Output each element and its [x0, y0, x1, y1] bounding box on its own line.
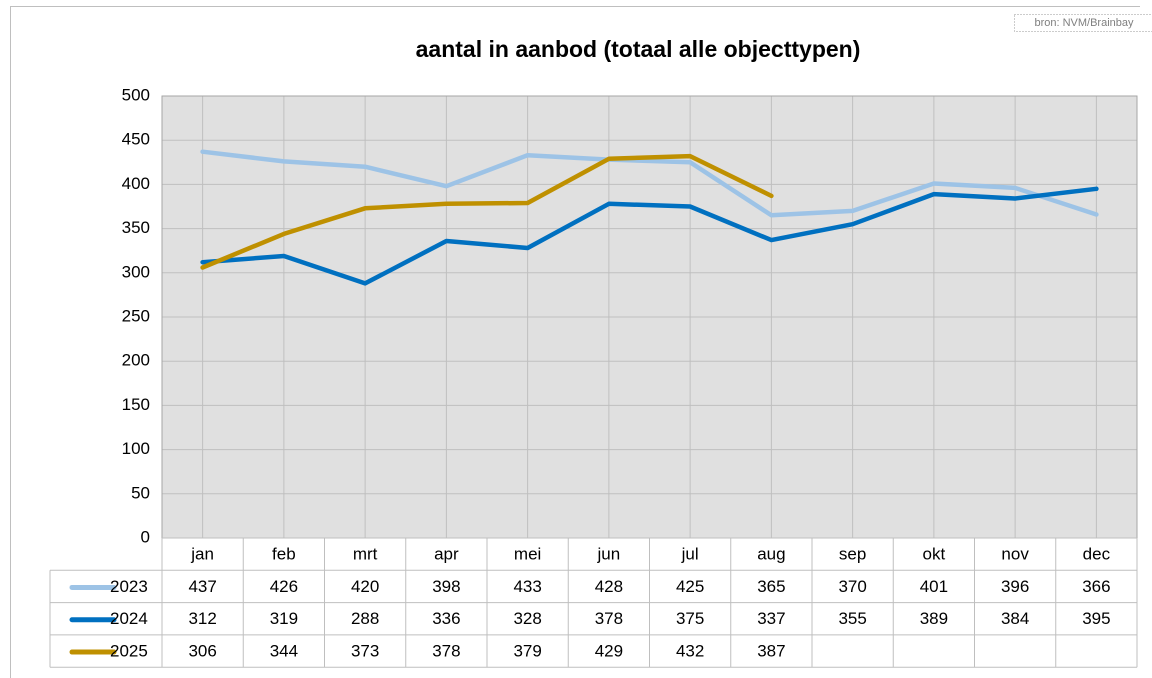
table-value: 437 — [188, 577, 216, 596]
table-value: 428 — [595, 577, 623, 596]
table-value: 432 — [676, 642, 704, 661]
x-tick-label: jun — [597, 545, 621, 564]
table-value: 420 — [351, 577, 379, 596]
y-tick-label: 250 — [122, 306, 150, 325]
y-tick-label: 350 — [122, 218, 150, 237]
table-value: 337 — [757, 609, 785, 628]
table-value: 395 — [1082, 609, 1110, 628]
source-box — [1014, 14, 1152, 32]
table-value: 433 — [513, 577, 541, 596]
legend-label: 2025 — [110, 642, 148, 661]
table-value: 387 — [757, 642, 785, 661]
table-value: 378 — [595, 609, 623, 628]
y-tick-label: 150 — [122, 395, 150, 414]
table-value: 288 — [351, 609, 379, 628]
table-value: 344 — [270, 642, 298, 661]
y-tick-label: 400 — [122, 174, 150, 193]
table-value: 355 — [838, 609, 866, 628]
x-tick-label: jan — [190, 545, 214, 564]
table-value: 312 — [188, 609, 216, 628]
table-value: 396 — [1001, 577, 1029, 596]
series-line — [200, 186, 1099, 286]
table-value: 306 — [188, 642, 216, 661]
source-note: bron: NVM/Brainbay — [1034, 17, 1134, 29]
legend-label: 2023 — [110, 577, 148, 596]
table-value: 373 — [351, 642, 379, 661]
table-value: 426 — [270, 577, 298, 596]
x-tick-label: feb — [272, 545, 296, 564]
y-tick-label: 100 — [122, 439, 150, 458]
table-value: 336 — [432, 609, 460, 628]
x-tick-label: aug — [757, 545, 785, 564]
table-value: 319 — [270, 609, 298, 628]
x-tick-label: okt — [923, 545, 946, 564]
table-value: 366 — [1082, 577, 1110, 596]
y-tick-label: 50 — [131, 483, 150, 502]
table-value: 425 — [676, 577, 704, 596]
legend-label: 2024 — [110, 609, 148, 628]
table-value: 328 — [513, 609, 541, 628]
y-tick-label: 200 — [122, 351, 150, 370]
table-value: 384 — [1001, 609, 1029, 628]
series-line — [200, 149, 1099, 218]
table-value: 401 — [920, 577, 948, 596]
x-tick-label: apr — [434, 545, 459, 564]
y-tick-label: 500 — [122, 85, 150, 104]
y-tick-label: 450 — [122, 130, 150, 149]
y-tick-label: 300 — [122, 262, 150, 281]
x-tick-label: sep — [839, 545, 866, 564]
table-value: 378 — [432, 642, 460, 661]
table-value: 370 — [838, 577, 866, 596]
chart-frame — [10, 6, 1140, 678]
series-line — [200, 153, 774, 270]
x-tick-label: nov — [1001, 545, 1029, 564]
table-value: 398 — [432, 577, 460, 596]
table-value: 379 — [513, 642, 541, 661]
y-tick-label: 0 — [141, 527, 150, 546]
table-value: 375 — [676, 609, 704, 628]
table-value: 429 — [595, 642, 623, 661]
table-value: 389 — [920, 609, 948, 628]
chart-title: aantal in aanbod (totaal alle objecttype… — [416, 36, 861, 62]
x-tick-label: dec — [1083, 545, 1111, 564]
x-tick-label: jul — [681, 545, 699, 564]
x-tick-label: mei — [514, 545, 541, 564]
x-tick-label: mrt — [353, 545, 378, 564]
table-value: 365 — [757, 577, 785, 596]
